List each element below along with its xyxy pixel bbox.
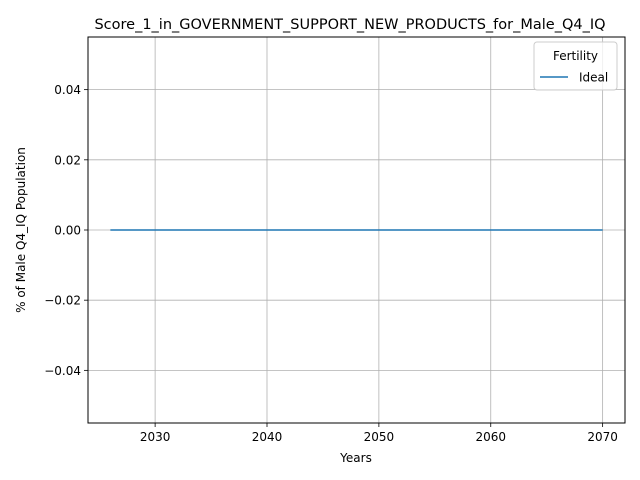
legend-title: Fertility [553, 49, 598, 63]
y-tick-label: 0.02 [54, 153, 81, 167]
x-tick-label: 2030 [140, 430, 171, 444]
x-tick-label: 2060 [475, 430, 506, 444]
x-tick-label: 2050 [364, 430, 395, 444]
legend-box [533, 41, 618, 91]
x-axis-label: Years [339, 451, 372, 465]
legend-label-ideal: Ideal [579, 71, 608, 85]
y-tick-label: 0.00 [54, 224, 81, 238]
x-tick-label: 2070 [587, 430, 618, 444]
chart-title: Score_1_in_GOVERNMENT_SUPPORT_NEW_PRODUC… [94, 17, 605, 33]
y-axis-ticks: −0.04 −0.02 0.00 0.02 0.04 [44, 83, 88, 378]
x-tick-label: 2040 [252, 430, 283, 444]
y-axis-label: % of Male Q4_IQ Population [14, 147, 28, 313]
y-tick-label: 0.04 [54, 83, 81, 97]
y-tick-label: −0.04 [44, 364, 81, 378]
legend: Fertility Ideal [533, 41, 618, 91]
y-tick-label: −0.02 [44, 294, 81, 308]
x-axis-ticks: 2030 2040 2050 2060 2070 [140, 423, 618, 444]
